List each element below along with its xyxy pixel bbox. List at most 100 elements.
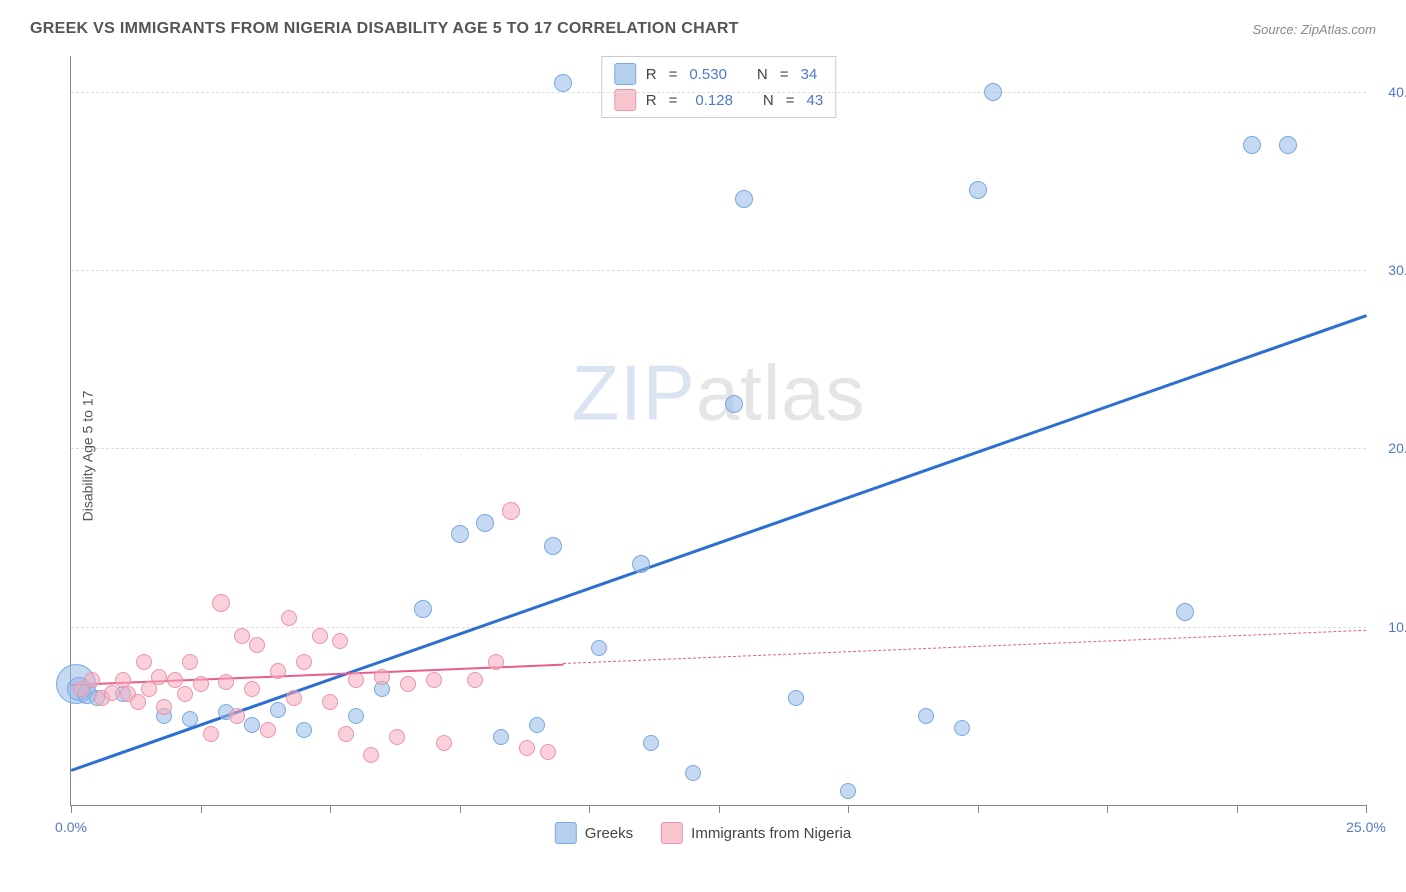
- data-point-nigeria: [260, 722, 276, 738]
- x-tick: [201, 805, 202, 813]
- source-prefix: Source:: [1252, 22, 1300, 37]
- data-point-greeks: [685, 765, 701, 781]
- data-point-nigeria: [426, 672, 442, 688]
- data-point-greeks: [725, 395, 743, 413]
- chart-container: Disability Age 5 to 17 ZIPatlas R = 0.53…: [30, 46, 1376, 866]
- n-value-nigeria: 43: [807, 92, 824, 109]
- swatch-nigeria-icon: [661, 822, 683, 844]
- data-point-nigeria: [374, 669, 390, 685]
- data-point-greeks: [1243, 136, 1261, 154]
- data-point-nigeria: [400, 676, 416, 692]
- data-point-greeks: [1176, 603, 1194, 621]
- data-point-greeks: [451, 525, 469, 543]
- data-point-nigeria: [467, 672, 483, 688]
- y-tick-label: 30.0%: [1373, 262, 1406, 278]
- data-point-nigeria: [338, 726, 354, 742]
- data-point-nigeria: [332, 633, 348, 649]
- data-point-nigeria: [249, 637, 265, 653]
- data-point-greeks: [840, 783, 856, 799]
- data-point-greeks: [1279, 136, 1297, 154]
- gridline-h: [71, 627, 1366, 628]
- data-point-nigeria: [540, 744, 556, 760]
- data-point-nigeria: [167, 672, 183, 688]
- data-point-nigeria: [193, 676, 209, 692]
- plot-area: ZIPatlas R = 0.530 N = 34 R = 0.128 N =: [70, 56, 1366, 806]
- watermark: ZIPatlas: [571, 348, 865, 439]
- swatch-greeks-icon: [555, 822, 577, 844]
- legend-item-nigeria: Immigrants from Nigeria: [661, 822, 851, 844]
- trend-line-nigeria-dashed: [563, 630, 1366, 664]
- legend-label-greeks: Greeks: [585, 825, 633, 842]
- eq-sign: =: [669, 66, 678, 83]
- y-tick-label: 20.0%: [1373, 440, 1406, 456]
- r-value-nigeria: 0.128: [695, 92, 733, 109]
- eq-sign: =: [669, 92, 678, 109]
- data-point-greeks: [270, 702, 286, 718]
- n-value-greeks: 34: [801, 66, 818, 83]
- data-point-nigeria: [218, 674, 234, 690]
- data-point-nigeria: [212, 594, 230, 612]
- data-point-greeks: [643, 735, 659, 751]
- x-tick-label: 25.0%: [1346, 819, 1386, 835]
- eq-sign: =: [786, 92, 795, 109]
- x-tick-label: 0.0%: [55, 819, 87, 835]
- gridline-h: [71, 92, 1366, 93]
- data-point-nigeria: [151, 669, 167, 685]
- data-point-greeks: [544, 537, 562, 555]
- data-point-nigeria: [348, 672, 364, 688]
- eq-sign: =: [780, 66, 789, 83]
- legend-row-greeks: R = 0.530 N = 34: [614, 61, 823, 87]
- data-point-greeks: [182, 711, 198, 727]
- n-label: N: [757, 66, 768, 83]
- watermark-zip: ZIP: [571, 349, 695, 437]
- y-tick-label: 40.0%: [1373, 84, 1406, 100]
- gridline-h: [71, 270, 1366, 271]
- data-point-nigeria: [84, 672, 100, 688]
- x-tick: [719, 805, 720, 813]
- data-point-greeks: [591, 640, 607, 656]
- watermark-atlas: atlas: [696, 349, 866, 437]
- data-point-greeks: [984, 83, 1002, 101]
- data-point-nigeria: [436, 735, 452, 751]
- data-point-nigeria: [229, 708, 245, 724]
- gridline-h: [71, 448, 1366, 449]
- data-point-greeks: [476, 514, 494, 532]
- data-point-nigeria: [312, 628, 328, 644]
- r-label: R: [646, 66, 657, 83]
- data-point-nigeria: [296, 654, 312, 670]
- data-point-greeks: [969, 181, 987, 199]
- data-point-greeks: [918, 708, 934, 724]
- x-tick: [978, 805, 979, 813]
- data-point-nigeria: [322, 694, 338, 710]
- source-name: ZipAtlas.com: [1301, 22, 1376, 37]
- data-point-nigeria: [270, 663, 286, 679]
- data-point-nigeria: [182, 654, 198, 670]
- data-point-greeks: [735, 190, 753, 208]
- data-point-nigeria: [234, 628, 250, 644]
- x-tick: [589, 805, 590, 813]
- data-point-greeks: [632, 555, 650, 573]
- data-point-nigeria: [244, 681, 260, 697]
- correlation-legend: R = 0.530 N = 34 R = 0.128 N = 43: [601, 56, 836, 118]
- data-point-nigeria: [286, 690, 302, 706]
- data-point-greeks: [529, 717, 545, 733]
- x-tick: [71, 805, 72, 813]
- data-point-nigeria: [156, 699, 172, 715]
- data-point-greeks: [788, 690, 804, 706]
- data-point-greeks: [414, 600, 432, 618]
- data-point-greeks: [493, 729, 509, 745]
- x-tick: [1366, 805, 1367, 813]
- data-point-nigeria: [136, 654, 152, 670]
- data-point-greeks: [244, 717, 260, 733]
- data-point-nigeria: [502, 502, 520, 520]
- data-point-greeks: [296, 722, 312, 738]
- data-point-nigeria: [203, 726, 219, 742]
- n-label: N: [763, 92, 774, 109]
- data-point-nigeria: [519, 740, 535, 756]
- data-point-nigeria: [281, 610, 297, 626]
- data-point-greeks: [348, 708, 364, 724]
- data-point-nigeria: [488, 654, 504, 670]
- x-tick: [460, 805, 461, 813]
- x-tick: [330, 805, 331, 813]
- data-point-nigeria: [389, 729, 405, 745]
